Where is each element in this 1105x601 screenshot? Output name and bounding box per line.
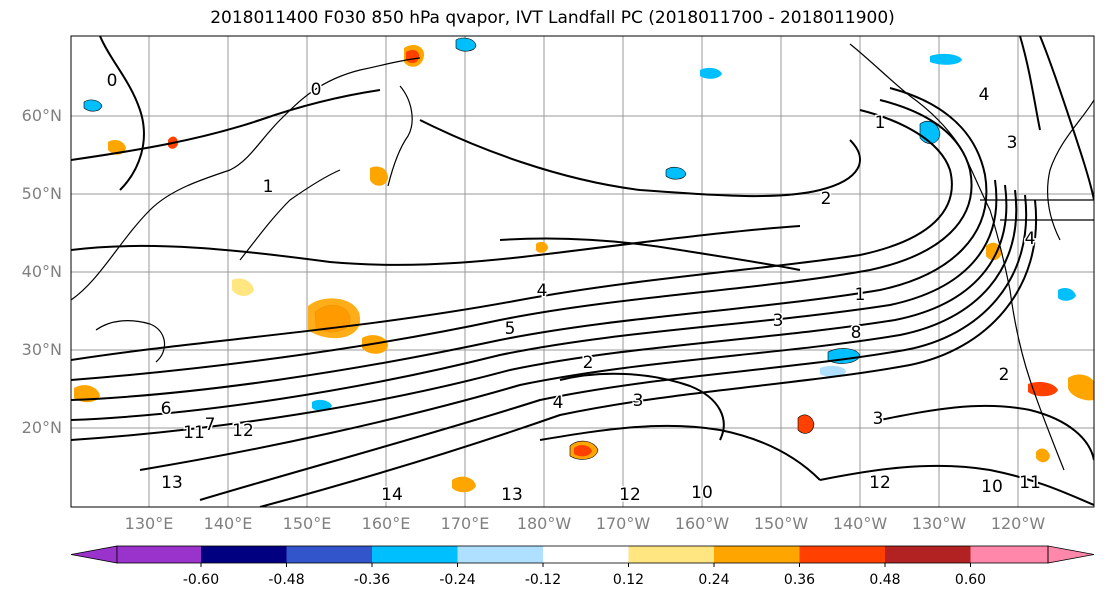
colorbar [70, 545, 1095, 567]
colorbar-segment [799, 546, 885, 563]
colorbar-segment [372, 546, 458, 563]
colorbar-segment [628, 546, 714, 563]
colorbar-tick-label: 0.48 [869, 572, 901, 588]
colorbar-tick-label: 0.12 [612, 572, 645, 588]
contour-label: 11 [1019, 473, 1041, 493]
colorbar-segment [714, 546, 800, 563]
contour-label: 3 [1007, 133, 1018, 153]
colorbar-segment [970, 546, 1048, 563]
longitude-label: 150°W [753, 514, 809, 533]
colorbar-segment [457, 546, 543, 563]
colorbar-tick-label: -0.48 [268, 572, 305, 588]
contour-label: 11 [183, 423, 205, 443]
contour-label: 10 [981, 477, 1003, 497]
longitude-label: 130°W [911, 514, 967, 533]
colorbar-tick-label: 0.36 [783, 572, 816, 588]
contour-label: 4 [1025, 229, 1036, 249]
contour-label: 4 [553, 393, 564, 413]
colorbar-outline [116, 545, 1049, 564]
contour-label: 4 [979, 85, 990, 105]
colorbar-segment [885, 546, 971, 563]
latitude-label: 50°N [21, 184, 62, 203]
contour-label: 1 [875, 113, 886, 133]
contour-label: 10 [691, 483, 713, 503]
contour-label: 14 [381, 485, 403, 505]
contour-label: 13 [161, 473, 183, 493]
longitude-label: 170°W [595, 514, 651, 533]
contour-label: 3 [633, 391, 644, 411]
contour-label: 4 [537, 281, 548, 301]
longitude-label: 150°E [282, 514, 332, 533]
contour-label: 2 [999, 365, 1010, 385]
longitude-label: 160°E [361, 514, 411, 533]
colorbar-segment [201, 546, 287, 563]
latitude-label: 30°N [21, 340, 62, 359]
contour-label: 2 [583, 353, 594, 373]
longitude-label: 120°W [990, 514, 1046, 533]
contour-label: 3 [773, 311, 784, 331]
colorbar-segment [286, 546, 372, 563]
map-title: 2018011400 F030 850 hPa qvapor, IVT Land… [210, 8, 895, 28]
contour-label: 5 [505, 319, 516, 339]
longitude-label: 170°E [440, 514, 490, 533]
longitude-label: 140°W [832, 514, 888, 533]
contour-label: 7 [205, 415, 216, 435]
contour-label: 12 [869, 473, 891, 493]
map-frame [70, 35, 1095, 508]
colorbar-tick-label: 0.60 [954, 572, 987, 588]
longitude-label: 140°E [203, 514, 253, 533]
contour-label: 1 [855, 285, 866, 305]
longitude-label: 180°W [516, 514, 572, 533]
longitude-label: 130°E [124, 514, 174, 533]
colorbar-tick-label: 0.24 [698, 572, 730, 588]
contour-label: 6 [161, 399, 172, 419]
contour-label: 0 [107, 71, 118, 91]
contour-label: 12 [232, 421, 254, 441]
colorbar-tick-label: -0.60 [182, 572, 220, 588]
contour-label: 2 [821, 189, 832, 209]
latitude-label: 40°N [21, 262, 62, 281]
contour-label: 3 [873, 409, 884, 429]
coastlines [71, 43, 1094, 471]
colorbar-tick-label: -0.12 [524, 572, 562, 588]
contour-label: 0 [311, 80, 322, 100]
contour-label: 13 [501, 485, 523, 505]
colorbar-extend-high [1047, 545, 1095, 564]
latitude-label: 20°N [21, 418, 62, 437]
colorbar-extend-low [70, 545, 118, 564]
contour-label: 1 [263, 177, 274, 197]
ivt-contours [71, 36, 1094, 507]
qvapor-shading [74, 37, 1094, 493]
colorbar-tick-label: -0.24 [439, 572, 476, 588]
colorbar-segment [543, 546, 629, 563]
latitude-label: 60°N [21, 106, 62, 125]
longitude-label: 160°W [674, 514, 730, 533]
contour-label: 8 [851, 323, 862, 343]
colorbar-tick-label: -0.36 [353, 572, 391, 588]
colorbar-segment [117, 546, 201, 563]
contour-label: 12 [619, 485, 641, 505]
